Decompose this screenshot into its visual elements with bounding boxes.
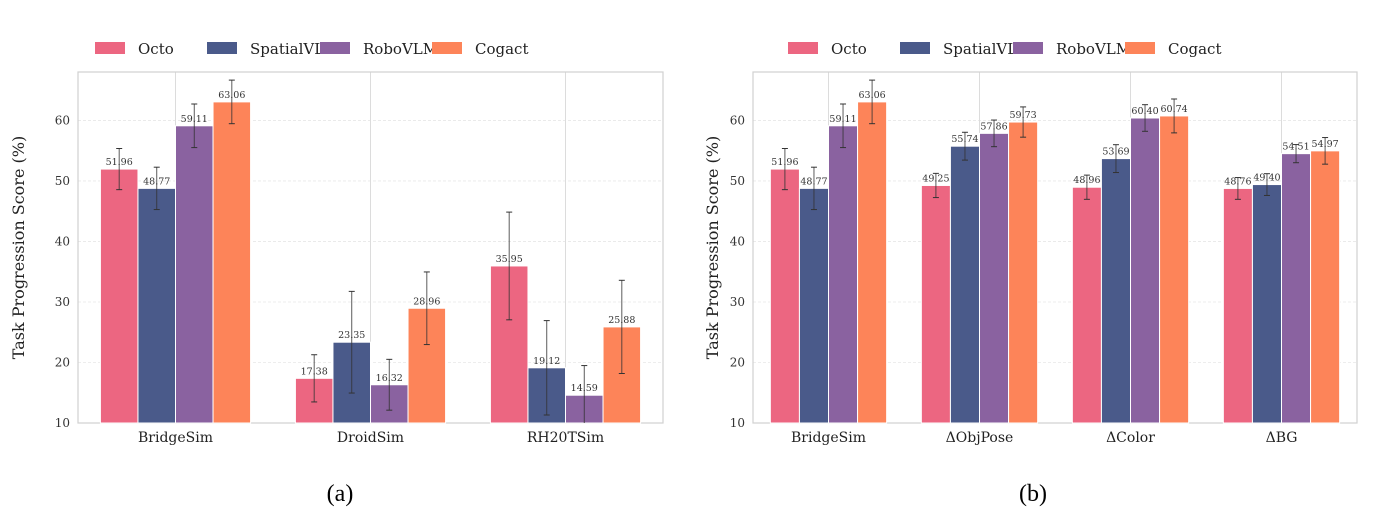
x-tick-label: ΔObjPose <box>946 430 1014 446</box>
legend-swatch-octo <box>95 42 125 54</box>
data-label: 48.77 <box>143 176 170 187</box>
legend-label: SpatialVLA <box>943 40 1028 58</box>
bar-robovlm <box>1281 153 1312 424</box>
data-label: 28.96 <box>413 296 440 307</box>
data-label: 35.95 <box>496 254 523 265</box>
data-label: 54.51 <box>1282 142 1309 153</box>
chart-b: 10 20 30 40 50 60 51.96 49.25 48.96 48.76 48.77 55.… <box>703 40 1358 507</box>
chart-a: 10 20 30 40 50 60 51.96 17.38 35.95 48.77 23.35 19.… <box>9 40 664 507</box>
y-tick-label: 40 <box>55 234 70 248</box>
bar-cogact <box>212 101 252 424</box>
y-tick-label: 10 <box>730 416 745 430</box>
legend-label: RoboVLM <box>363 40 438 58</box>
legend-swatch-octo <box>788 42 818 54</box>
legend-label: Cogact <box>1168 40 1221 58</box>
data-label: 55.74 <box>951 134 978 145</box>
y-tick-label: 50 <box>730 174 745 188</box>
data-label: 23.35 <box>338 330 365 341</box>
data-label: 59.11 <box>181 114 208 125</box>
bar-spatialvla <box>1251 184 1282 424</box>
bar-spatialvla <box>137 187 176 424</box>
data-label: 54.97 <box>1311 139 1338 150</box>
y-tick-label: 30 <box>55 295 70 309</box>
data-label: 53.69 <box>1102 147 1129 158</box>
legend-swatch-spatialvla <box>207 42 237 54</box>
bar-spatialvla <box>1100 158 1131 424</box>
bar-octo <box>99 168 139 424</box>
bar-octo <box>1071 186 1102 424</box>
y-axis-label: Task Progression Score (%) <box>703 136 722 359</box>
data-label: 14.59 <box>571 383 598 394</box>
bar-spatialvla <box>949 145 980 424</box>
data-label: 59.73 <box>1009 110 1036 121</box>
legend-swatch-robovlm <box>320 42 350 54</box>
bar-robovlm <box>828 125 859 424</box>
legend-swatch-spatialvla <box>900 42 930 54</box>
legend-label: SpatialVLA <box>250 40 335 58</box>
bar-spatialvla <box>798 187 829 424</box>
data-label: 51.96 <box>771 157 798 168</box>
bar-robovlm <box>1130 117 1161 424</box>
x-tick-label: RH20TSim <box>527 430 604 446</box>
figure-caption: (a) <box>327 481 354 507</box>
bar-robovlm <box>175 125 214 424</box>
data-label: 59.11 <box>829 114 856 125</box>
data-label: 51.96 <box>106 157 133 168</box>
x-tick-label: BridgeSim <box>791 430 866 446</box>
bar-cogact <box>1008 121 1039 424</box>
data-label: 48.76 <box>1224 176 1251 187</box>
data-label: 49.40 <box>1253 173 1280 184</box>
data-label: 49.25 <box>922 173 949 184</box>
legend-label: Octo <box>138 40 174 58</box>
legend-label: Octo <box>831 40 867 58</box>
data-label: 19.12 <box>533 356 560 367</box>
bar-robovlm <box>979 132 1010 424</box>
figure-caption: (b) <box>1019 481 1047 507</box>
x-tick-label: DroidSim <box>337 430 404 446</box>
y-tick-label: 50 <box>55 174 70 188</box>
data-label: 48.77 <box>800 176 827 187</box>
data-label: 48.96 <box>1073 175 1100 186</box>
y-tick-label: 60 <box>730 113 745 127</box>
y-tick-label: 20 <box>55 355 70 369</box>
legend-swatch-robovlm <box>1013 42 1043 54</box>
legend-label: Cogact <box>475 40 528 58</box>
bar-octo <box>920 184 951 424</box>
legend-swatch-cogact <box>432 42 462 54</box>
data-label: 25.88 <box>608 315 635 326</box>
data-label: 17.38 <box>301 366 328 377</box>
data-label: 60.40 <box>1131 106 1158 117</box>
data-label: 57.86 <box>980 121 1007 132</box>
bar-cogact <box>1159 115 1190 424</box>
bar-octo <box>1222 187 1253 424</box>
y-tick-label: 40 <box>730 234 745 248</box>
data-label: 16.32 <box>376 373 403 384</box>
y-tick-label: 20 <box>730 355 745 369</box>
x-tick-label: ΔColor <box>1106 430 1155 446</box>
data-label: 60.74 <box>1160 104 1187 115</box>
y-tick-label: 10 <box>55 416 70 430</box>
y-tick-label: 60 <box>55 113 70 127</box>
plot-frame <box>752 71 1358 424</box>
data-label: 63.06 <box>218 90 245 101</box>
x-tick-label: BridgeSim <box>138 430 213 446</box>
bar-cogact <box>1310 150 1341 424</box>
bar-octo <box>769 168 800 424</box>
x-tick-label: ΔBG <box>1266 430 1298 446</box>
bar-cogact <box>857 101 888 424</box>
legend-label: RoboVLM <box>1056 40 1131 58</box>
y-axis-label: Task Progression Score (%) <box>9 136 28 359</box>
legend-swatch-cogact <box>1125 42 1155 54</box>
y-tick-label: 30 <box>730 295 745 309</box>
data-label: 63.06 <box>858 90 885 101</box>
